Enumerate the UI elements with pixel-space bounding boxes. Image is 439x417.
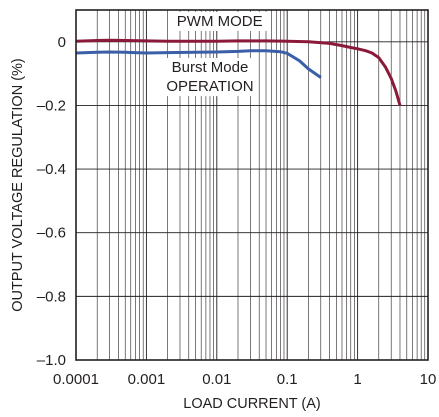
- annotations: PWM MODE Burst Mode OPERATION: [162, 11, 267, 97]
- y-tick-label: –0.4: [37, 161, 66, 178]
- series-line-pwm-mode: [75, 38, 402, 106]
- annotation-background: [162, 58, 258, 97]
- plot-frame: [75, 9, 429, 361]
- annotation-background: [172, 11, 267, 31]
- y-tick-label: –1.0: [37, 352, 66, 369]
- y-tick-label: –0.8: [37, 288, 66, 305]
- y-tick-label: –0.6: [37, 225, 66, 242]
- y-tick-label: 0: [58, 34, 66, 51]
- x-tick-label: 0.001: [128, 371, 166, 388]
- x-axis-title: LOAD CURRENT (A): [183, 396, 321, 412]
- annotation-operation: OPERATION: [166, 78, 253, 95]
- plot-border: [75, 9, 429, 361]
- x-tick-label: 0.0001: [53, 371, 99, 388]
- x-tick-label: 1: [353, 371, 361, 388]
- series-lines: [75, 38, 402, 106]
- series-line-burst-mode: [75, 49, 322, 79]
- x-tick-label: 10: [420, 371, 437, 388]
- annotation-pwm-mode: PWM MODE: [177, 13, 263, 30]
- x-tick-label: 0.1: [277, 371, 298, 388]
- y-axis-title: OUTPUT VOLTAGE REGULATION (%): [10, 58, 26, 312]
- tick-labels: 0.0001 0.001 0.01 0.1 1 10 0 –0.2 –0.4 –0.6 –0.8 –1…: [37, 34, 437, 388]
- annotation-burst-mode: Burst Mode: [172, 59, 249, 76]
- x-tick-label: 0.01: [202, 371, 231, 388]
- y-tick-label: –0.2: [37, 97, 66, 114]
